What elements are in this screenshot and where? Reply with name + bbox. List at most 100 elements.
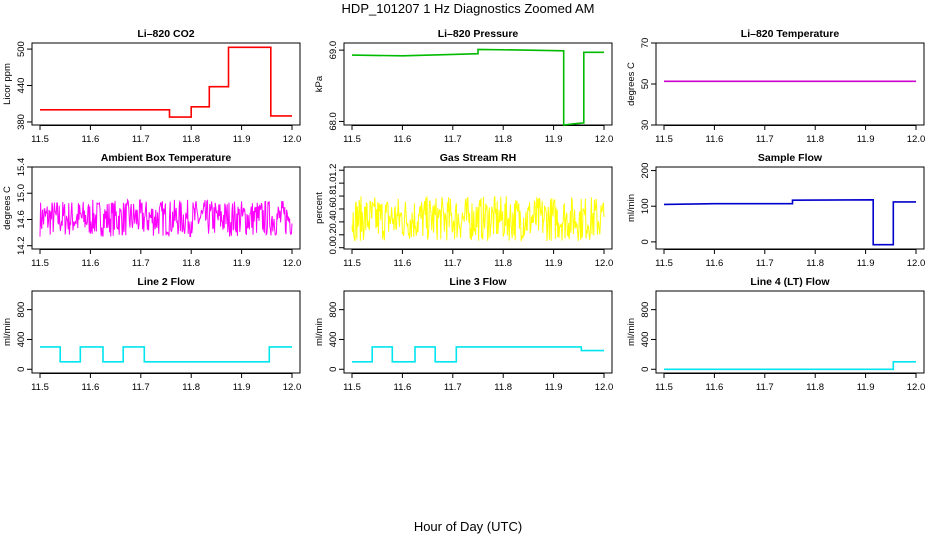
x-tick-label: 11.9 (857, 258, 875, 269)
chart-panel: Li–820 Temperature 11.5 11.6 11.7 11.8 11.9 12… (626, 28, 925, 145)
y-tick-label: 0 (640, 367, 651, 372)
series-line (351, 48, 604, 126)
x-tick-label: 11.7 (444, 134, 462, 145)
panel-title: Ambient Box Temperature (101, 152, 232, 164)
y-axis-label: degrees C (2, 186, 13, 230)
y-tick-label: 69.0 (328, 41, 339, 60)
chart-panel: Gas Stream RH 11.5 11.6 11.7 11.8 11.9 12.0 0.0… (314, 152, 613, 269)
x-tick-label: 11.6 (706, 382, 724, 393)
panel-title: Li–820 CO2 (137, 28, 194, 40)
x-tick-label: 11.6 (82, 258, 100, 269)
y-tick-label: 0 (328, 367, 339, 372)
y-tick-label: 0.0 (328, 241, 339, 254)
y-tick-label: 1.2 (328, 164, 339, 177)
panel-title: Gas Stream RH (440, 152, 516, 164)
chart-panel: Line 4 (LT) Flow 11.5 11.6 11.7 11.8 11.9 12.0… (626, 276, 925, 393)
chart-panel: Line 2 Flow 11.5 11.6 11.7 11.8 11.9 12.0 0 400 8… (2, 276, 301, 393)
x-tick-label: 11.6 (82, 134, 100, 145)
x-tick-label: 11.5 (343, 382, 361, 393)
y-axis-label: ml/min (626, 194, 637, 222)
x-tick-label: 11.5 (343, 258, 361, 269)
y-axis-label: ml/min (314, 318, 325, 346)
series-line (352, 346, 604, 363)
x-tick-label: 11.5 (655, 382, 673, 393)
x-tick-label: 11.9 (857, 382, 875, 393)
x-tick-label: 11.5 (655, 134, 673, 145)
x-tick-label: 11.5 (655, 258, 673, 269)
x-tick-label: 11.9 (233, 382, 251, 393)
y-tick-label: 30 (640, 120, 651, 131)
x-tick-label: 11.9 (545, 258, 563, 269)
x-tick-label: 12.0 (283, 258, 302, 269)
y-tick-label: 0.8 (328, 189, 339, 202)
series-line (39, 198, 293, 238)
x-tick-label: 11.9 (233, 258, 251, 269)
x-tick-label: 12.0 (283, 382, 302, 393)
y-axis-label: percent (314, 192, 325, 224)
x-tick-label: 11.6 (82, 382, 100, 393)
y-tick-label: 15.4 (16, 158, 27, 177)
plot-frame (655, 166, 925, 250)
figure-title: HDP_101207 1 Hz Diagnostics Zoomed AM (341, 1, 595, 16)
x-tick-label: 11.8 (806, 258, 824, 269)
series-line (663, 198, 916, 246)
x-tick-label: 12.0 (907, 258, 926, 269)
x-tick-label: 11.9 (545, 382, 563, 393)
x-tick-label: 11.7 (444, 258, 462, 269)
x-tick-label: 11.8 (182, 258, 200, 269)
panel-title: Line 2 Flow (137, 276, 195, 288)
x-tick-label: 12.0 (907, 134, 926, 145)
y-tick-label: 440 (16, 78, 27, 94)
y-axis-label: ml/min (626, 318, 637, 346)
y-tick-label: 1.0 (328, 177, 339, 190)
x-tick-label: 12.0 (595, 258, 614, 269)
series-line (664, 360, 916, 371)
x-tick-label: 12.0 (595, 382, 614, 393)
plot-frame (31, 290, 301, 374)
y-tick-label: 800 (16, 302, 27, 318)
y-tick-label: 400 (640, 332, 651, 348)
x-tick-label: 11.5 (343, 134, 361, 145)
x-tick-label: 11.6 (394, 258, 412, 269)
x-tick-label: 12.0 (595, 134, 614, 145)
plot-frame (343, 290, 613, 374)
y-axis-label: Licor ppm (2, 63, 13, 105)
x-axis-caption: Hour of Day (UTC) (413, 519, 523, 534)
x-tick-label: 11.8 (494, 258, 512, 269)
y-tick-label: 0.6 (328, 202, 339, 215)
y-tick-label: 70 (640, 38, 651, 49)
x-tick-label: 11.8 (494, 134, 512, 145)
x-tick-label: 11.7 (132, 382, 150, 393)
y-tick-label: 400 (328, 332, 339, 348)
plot-frame (655, 42, 925, 126)
y-tick-label: 100 (640, 198, 651, 214)
y-tick-label: 68.0 (328, 112, 339, 131)
x-tick-label: 11.8 (182, 382, 200, 393)
y-tick-label: 200 (640, 163, 651, 179)
y-tick-label: 14.6 (16, 210, 27, 229)
x-tick-label: 11.7 (132, 134, 150, 145)
x-tick-label: 11.7 (756, 258, 774, 269)
y-axis-label: ml/min (2, 318, 13, 346)
x-tick-label: 11.8 (494, 382, 512, 393)
x-tick-label: 11.9 (857, 134, 875, 145)
y-axis-label: degrees C (626, 62, 637, 106)
y-tick-label: 14.2 (16, 236, 27, 255)
panel-title: Line 4 (LT) Flow (750, 276, 830, 288)
x-tick-label: 11.5 (31, 258, 49, 269)
panel-title: Line 3 Flow (449, 276, 507, 288)
y-tick-label: 380 (16, 114, 27, 130)
chart-panel: Sample Flow 11.5 11.6 11.7 11.8 11.9 12.0 0 100 2… (626, 152, 925, 269)
y-tick-label: 800 (328, 302, 339, 318)
x-tick-label: 11.7 (132, 258, 150, 269)
x-tick-label: 11.8 (806, 134, 824, 145)
y-tick-label: 0.4 (328, 215, 339, 228)
y-tick-label: 15.0 (16, 184, 27, 203)
chart-panel: Li–820 Pressure 11.5 11.6 11.7 11.8 11.9 12.0 6… (314, 28, 613, 145)
series-line (351, 196, 605, 242)
panel-title: Sample Flow (758, 152, 823, 164)
y-axis-label: kPa (314, 75, 325, 92)
x-tick-label: 11.6 (706, 134, 724, 145)
y-tick-label: 0 (640, 239, 651, 244)
